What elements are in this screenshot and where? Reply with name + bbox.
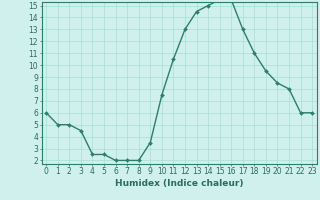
X-axis label: Humidex (Indice chaleur): Humidex (Indice chaleur) (115, 179, 244, 188)
